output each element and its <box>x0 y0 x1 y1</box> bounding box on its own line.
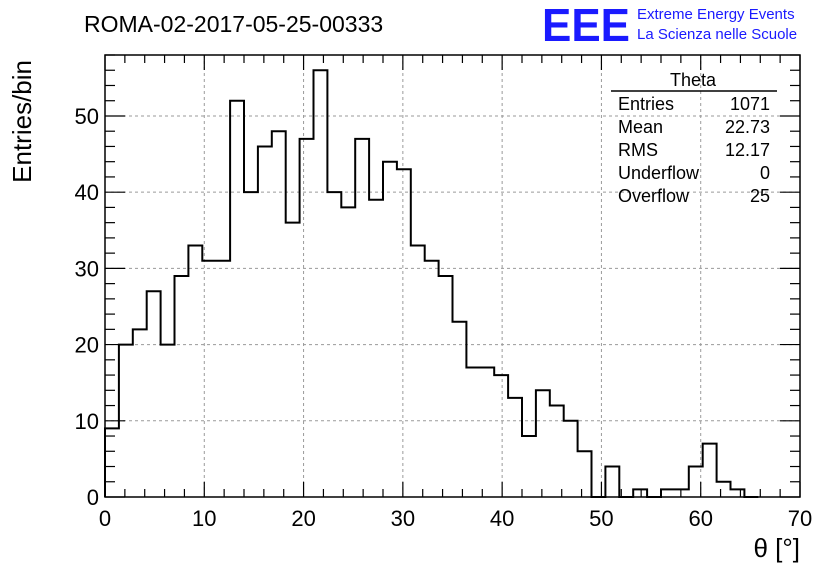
histogram-bin <box>216 261 230 497</box>
histogram-bin <box>230 101 244 497</box>
histogram-bin <box>522 436 536 497</box>
stats-value-mean: 22.73 <box>725 117 770 137</box>
histogram-bin <box>703 444 717 497</box>
histogram-bin <box>341 207 355 497</box>
histogram-bin <box>466 367 480 497</box>
stats-label-rms: RMS <box>618 140 658 160</box>
y-tick-label: 20 <box>75 333 99 358</box>
histogram-bin <box>425 261 439 497</box>
histogram-bin <box>397 169 411 497</box>
histogram-bin <box>411 246 425 497</box>
stats-value-rms: 12.17 <box>725 140 770 160</box>
x-axis-label: θ [°] <box>753 533 800 563</box>
histogram-bin <box>369 200 383 497</box>
stats-label-entries: Entries <box>618 94 674 114</box>
chart-title: ROMA-02-2017-05-25-00333 <box>84 11 383 37</box>
histogram-bin <box>675 489 689 497</box>
x-tick-label: 30 <box>391 506 415 531</box>
histogram-bin <box>188 246 202 497</box>
histogram-bin <box>717 482 731 497</box>
stats-value-entries: 1071 <box>730 94 770 114</box>
histogram-bin <box>480 367 494 497</box>
y-tick-label: 40 <box>75 180 99 205</box>
y-tick-label: 0 <box>87 485 99 510</box>
y-axis-label: Entries/bin <box>7 60 37 183</box>
logo-line-2: La Scienza nelle Scuole <box>637 26 797 43</box>
histogram-bin <box>494 375 508 497</box>
stats-label-overflow: Overflow <box>618 186 690 206</box>
stats-value-underflow: 0 <box>760 163 770 183</box>
logo-line-1: Extreme Energy Events <box>637 6 795 23</box>
histogram-bin <box>536 390 550 497</box>
histogram-bin <box>578 451 592 497</box>
histogram-bin <box>175 276 189 497</box>
histogram-bin <box>453 322 467 497</box>
histogram-bin <box>439 276 453 497</box>
x-tick-label: 50 <box>589 506 613 531</box>
x-tick-label: 70 <box>788 506 812 531</box>
histogram-bin <box>286 223 300 497</box>
stats-value-overflow: 25 <box>750 186 770 206</box>
histogram-bin <box>508 398 522 497</box>
stats-label-underflow: Underflow <box>618 163 700 183</box>
histogram-bin <box>105 428 119 497</box>
histogram-bin <box>731 489 745 497</box>
eee-logo: EEE Extreme Energy Events La Scienza nel… <box>542 0 797 51</box>
x-tick-label: 0 <box>99 506 111 531</box>
histogram-bin <box>258 146 272 497</box>
histogram-bin <box>147 291 161 497</box>
histogram-bin <box>661 489 675 497</box>
y-tick-label: 30 <box>75 256 99 281</box>
histogram-bin <box>633 489 647 497</box>
histogram-bin <box>314 70 328 497</box>
stats-title: Theta <box>670 70 717 90</box>
histogram-bin <box>550 406 564 497</box>
logo-mark: EEE <box>542 0 630 51</box>
y-tick-label: 10 <box>75 409 99 434</box>
y-tick-label: 50 <box>75 104 99 129</box>
histogram-bin <box>272 131 286 497</box>
x-tick-label: 60 <box>688 506 712 531</box>
histogram-bin <box>605 467 619 497</box>
stats-box: Theta Entries 1071 Mean 22.73 RMS 12.17 … <box>611 70 777 206</box>
x-tick-label: 10 <box>192 506 216 531</box>
histogram-bin <box>133 329 147 497</box>
histogram-bin <box>564 421 578 497</box>
histogram-bin <box>383 162 397 497</box>
x-tick-label: 20 <box>291 506 315 531</box>
x-tick-label: 40 <box>490 506 514 531</box>
stats-label-mean: Mean <box>618 117 663 137</box>
